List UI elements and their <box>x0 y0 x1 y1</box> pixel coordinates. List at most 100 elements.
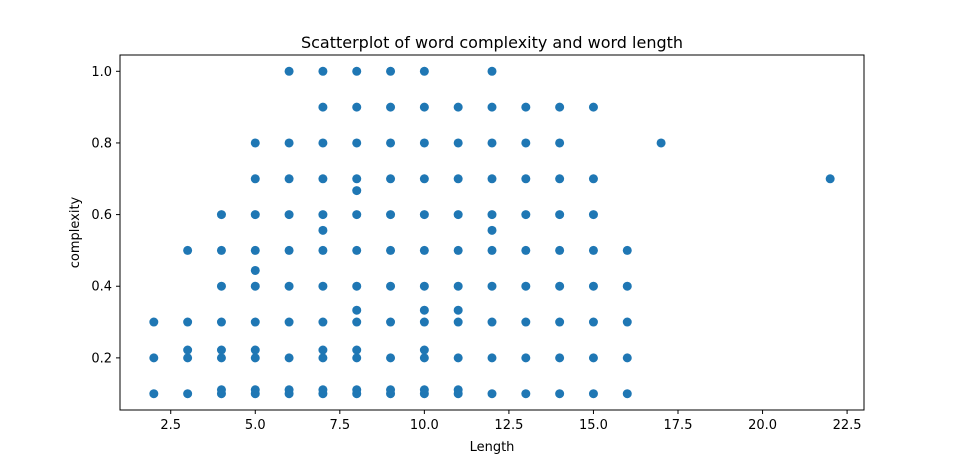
scatter-point <box>386 102 396 112</box>
scatter-point <box>386 281 396 291</box>
scatter-point <box>453 138 463 148</box>
scatter-point <box>352 210 362 220</box>
scatter-point <box>622 281 632 291</box>
y-tick-label: 0.8 <box>91 136 112 151</box>
scatter-point <box>250 345 260 355</box>
scatter-point <box>352 281 362 291</box>
x-tick-label: 22.5 <box>833 418 862 433</box>
scatter-point <box>419 245 429 255</box>
scatter-point <box>386 317 396 327</box>
scatter-point <box>487 317 497 327</box>
y-tick-label: 0.4 <box>91 280 112 295</box>
scatter-point <box>386 385 396 395</box>
scatter-point <box>453 174 463 184</box>
scatter-point <box>352 317 362 327</box>
scatter-point <box>555 174 565 184</box>
scatter-point <box>555 317 565 327</box>
scatter-point <box>521 174 531 184</box>
scatter-point <box>622 317 632 327</box>
scatter-point <box>521 389 531 399</box>
scatter-point <box>386 66 396 76</box>
scatter-point <box>386 174 396 184</box>
scatter-point <box>487 389 497 399</box>
x-tick-label: 15.0 <box>579 418 608 433</box>
scatter-point <box>318 210 328 220</box>
x-tick-label: 17.5 <box>664 418 693 433</box>
scatter-point <box>352 66 362 76</box>
scatter-point <box>352 345 362 355</box>
scatter-point <box>419 281 429 291</box>
scatter-point <box>588 245 598 255</box>
scatter-point <box>318 345 328 355</box>
x-tick-label: 10.0 <box>410 418 439 433</box>
scatter-point <box>487 245 497 255</box>
scatter-point <box>183 245 193 255</box>
scatter-point <box>622 353 632 363</box>
scatter-point <box>183 345 193 355</box>
scatter-point <box>386 353 396 363</box>
scatter-point <box>419 138 429 148</box>
scatter-point <box>250 353 260 363</box>
scatter-point <box>284 353 294 363</box>
scatter-point <box>555 102 565 112</box>
scatter-point <box>555 389 565 399</box>
scatter-point <box>250 281 260 291</box>
scatter-point <box>250 385 260 395</box>
scatter-point <box>588 174 598 184</box>
scatter-point <box>487 66 497 76</box>
scatter-point <box>284 210 294 220</box>
scatter-point <box>216 245 226 255</box>
scatter-point <box>419 317 429 327</box>
scatter-point <box>588 281 598 291</box>
y-axis-label: complexity <box>68 196 83 268</box>
x-tick-label: 5.0 <box>245 418 266 433</box>
scatter-point <box>588 210 598 220</box>
scatter-point <box>521 210 531 220</box>
scatter-point <box>318 225 328 235</box>
scatter-point <box>453 305 463 315</box>
scatter-point <box>555 138 565 148</box>
scatter-point <box>555 245 565 255</box>
points-layer <box>149 66 835 399</box>
scatter-point <box>453 353 463 363</box>
scatter-point <box>318 66 328 76</box>
scatter-point <box>318 281 328 291</box>
scatter-point <box>183 317 193 327</box>
scatter-point <box>318 138 328 148</box>
scatter-point <box>250 138 260 148</box>
scatter-point <box>352 138 362 148</box>
scatter-point <box>352 305 362 315</box>
x-tick-label: 12.5 <box>494 418 523 433</box>
scatter-point <box>250 317 260 327</box>
scatter-point <box>521 245 531 255</box>
scatter-point <box>284 138 294 148</box>
scatter-point <box>284 385 294 395</box>
x-tick-label: 2.5 <box>160 418 181 433</box>
scatter-point <box>825 174 835 184</box>
scatter-point <box>318 353 328 363</box>
scatter-point <box>487 225 497 235</box>
scatter-point <box>419 174 429 184</box>
scatter-point <box>487 353 497 363</box>
scatter-point <box>352 186 362 196</box>
scatter-point <box>521 281 531 291</box>
scatter-point <box>318 245 328 255</box>
scatter-point <box>453 102 463 112</box>
scatter-point <box>318 385 328 395</box>
scatter-point <box>386 210 396 220</box>
scatter-point <box>555 281 565 291</box>
scatter-point <box>216 345 226 355</box>
x-tick-label: 7.5 <box>329 418 350 433</box>
scatter-point <box>419 353 429 363</box>
scatter-point <box>318 102 328 112</box>
scatter-point <box>521 353 531 363</box>
scatter-point <box>216 353 226 363</box>
ticks-layer: 2.5 5.0 7.5 10.0 12.5 15.0 17.5 20.0 22.5 0.2 0.4 0… <box>91 65 861 433</box>
scatter-point <box>487 102 497 112</box>
y-tick-label: 0.6 <box>91 208 112 223</box>
y-tick-label: 0.2 <box>91 351 112 366</box>
scatter-point <box>284 317 294 327</box>
scatter-point <box>352 353 362 363</box>
scatter-point <box>487 210 497 220</box>
